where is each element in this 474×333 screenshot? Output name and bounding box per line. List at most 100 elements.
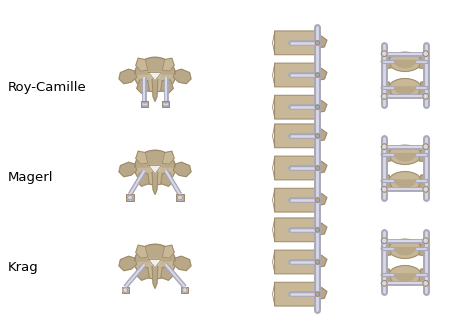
Circle shape — [182, 288, 187, 292]
FancyBboxPatch shape — [274, 63, 315, 87]
Ellipse shape — [389, 145, 421, 165]
Circle shape — [382, 280, 387, 286]
Circle shape — [315, 292, 319, 296]
Polygon shape — [315, 68, 327, 80]
Ellipse shape — [389, 79, 421, 98]
Ellipse shape — [135, 151, 175, 185]
Circle shape — [315, 41, 319, 45]
Ellipse shape — [135, 58, 175, 92]
Polygon shape — [381, 148, 391, 162]
FancyBboxPatch shape — [181, 287, 189, 293]
Polygon shape — [315, 36, 327, 48]
Polygon shape — [136, 245, 148, 258]
Text: Magerl: Magerl — [8, 171, 54, 184]
FancyBboxPatch shape — [274, 31, 315, 55]
FancyBboxPatch shape — [121, 287, 129, 293]
Circle shape — [315, 134, 319, 138]
Polygon shape — [395, 61, 414, 68]
FancyBboxPatch shape — [162, 102, 169, 107]
Ellipse shape — [389, 171, 421, 191]
Polygon shape — [315, 288, 327, 299]
Polygon shape — [419, 55, 429, 69]
Circle shape — [315, 166, 319, 170]
Polygon shape — [135, 244, 175, 261]
Polygon shape — [119, 69, 137, 84]
Polygon shape — [161, 173, 173, 186]
Polygon shape — [315, 162, 327, 173]
Polygon shape — [381, 174, 391, 188]
Polygon shape — [315, 255, 327, 267]
Ellipse shape — [389, 266, 421, 285]
Polygon shape — [149, 260, 161, 268]
Circle shape — [423, 186, 428, 192]
FancyBboxPatch shape — [274, 250, 315, 274]
Circle shape — [123, 288, 128, 292]
Circle shape — [128, 195, 132, 200]
Circle shape — [315, 228, 319, 232]
Polygon shape — [152, 264, 158, 288]
Polygon shape — [119, 256, 137, 271]
Circle shape — [382, 94, 387, 99]
Polygon shape — [419, 242, 429, 255]
Circle shape — [423, 238, 428, 243]
Polygon shape — [381, 82, 391, 95]
Polygon shape — [173, 162, 191, 176]
Polygon shape — [381, 55, 391, 69]
Text: Roy-Camille: Roy-Camille — [8, 82, 87, 95]
FancyBboxPatch shape — [141, 102, 148, 107]
Polygon shape — [137, 267, 149, 280]
FancyBboxPatch shape — [274, 282, 315, 306]
Polygon shape — [315, 193, 327, 205]
Polygon shape — [419, 148, 429, 162]
Polygon shape — [381, 242, 391, 255]
FancyBboxPatch shape — [176, 194, 183, 201]
Circle shape — [382, 51, 387, 57]
Polygon shape — [162, 245, 174, 258]
FancyBboxPatch shape — [127, 194, 134, 201]
Polygon shape — [162, 151, 174, 164]
Circle shape — [315, 198, 319, 202]
Circle shape — [423, 280, 428, 286]
Polygon shape — [152, 170, 158, 194]
Polygon shape — [137, 173, 149, 186]
FancyBboxPatch shape — [274, 124, 315, 148]
Circle shape — [178, 195, 182, 200]
Polygon shape — [161, 267, 173, 280]
Circle shape — [423, 144, 428, 150]
Polygon shape — [135, 57, 175, 74]
Polygon shape — [137, 80, 149, 93]
Polygon shape — [395, 180, 414, 187]
Ellipse shape — [135, 245, 175, 279]
Polygon shape — [173, 256, 191, 271]
FancyBboxPatch shape — [274, 218, 315, 242]
Polygon shape — [161, 80, 173, 93]
Polygon shape — [162, 58, 174, 71]
Polygon shape — [136, 58, 148, 71]
Polygon shape — [119, 162, 137, 176]
Polygon shape — [419, 174, 429, 188]
Circle shape — [423, 94, 428, 99]
Text: Krag: Krag — [8, 261, 39, 274]
Polygon shape — [395, 274, 414, 281]
Polygon shape — [152, 77, 158, 102]
FancyBboxPatch shape — [274, 188, 315, 212]
Polygon shape — [419, 268, 429, 282]
Polygon shape — [149, 73, 161, 81]
Polygon shape — [136, 151, 148, 164]
FancyBboxPatch shape — [274, 156, 315, 180]
Ellipse shape — [389, 239, 421, 258]
Polygon shape — [315, 129, 327, 141]
Polygon shape — [381, 268, 391, 282]
Circle shape — [315, 73, 319, 77]
Circle shape — [382, 144, 387, 150]
Polygon shape — [135, 150, 175, 167]
Polygon shape — [149, 166, 161, 174]
Circle shape — [315, 105, 319, 109]
Circle shape — [315, 260, 319, 264]
Polygon shape — [173, 69, 191, 84]
Polygon shape — [419, 82, 429, 95]
Polygon shape — [395, 154, 414, 161]
Polygon shape — [315, 223, 327, 235]
Ellipse shape — [389, 52, 421, 71]
Polygon shape — [395, 248, 414, 255]
